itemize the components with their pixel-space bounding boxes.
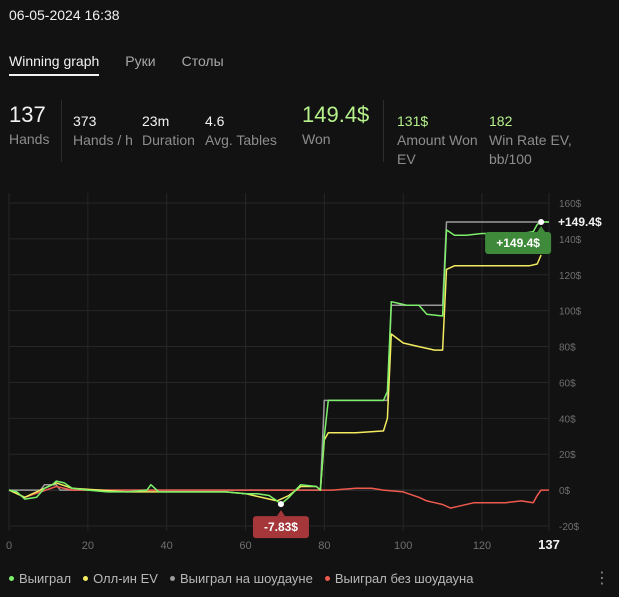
- series-line: [8, 254, 542, 502]
- y-tick-label: 140$: [559, 235, 582, 246]
- stat-amount-won-ev-label-1: Amount Won: [397, 132, 478, 148]
- stat-avg-tables: 4.6 Avg. Tables: [205, 100, 277, 150]
- stat-hands-per-hour: 373 Hands / h: [73, 100, 133, 150]
- series-line: [9, 221, 549, 491]
- y-tick-label: -20$: [559, 522, 579, 533]
- legend-item-non-showdown[interactable]: Выиграл без шоудауна: [324, 571, 474, 586]
- x-tick-label: 60: [239, 540, 251, 552]
- stat-hands-per-hour-label: Hands / h: [73, 132, 133, 148]
- stat-duration: 23m Duration: [142, 100, 195, 150]
- max-point-marker: [538, 219, 545, 226]
- tab-hands[interactable]: Руки: [125, 53, 156, 69]
- more-vertical-icon[interactable]: ⋮: [594, 570, 610, 587]
- stat-avg-tables-value: 4.6: [205, 113, 225, 129]
- stat-hands-value: 137: [9, 102, 46, 127]
- stat-win-rate-ev-label-2: bb/100: [489, 151, 532, 167]
- x-tick-label: 100: [394, 540, 412, 552]
- stat-win-rate-ev-label-1: Win Rate EV,: [489, 132, 572, 148]
- min-badge-label: -7.83$: [264, 520, 298, 534]
- end-value-label: +149.4$: [558, 215, 602, 229]
- legend-dot: [324, 576, 330, 581]
- y-tick-label: 0$: [559, 486, 571, 497]
- stat-amount-won-ev-label-2: EV: [397, 151, 416, 167]
- tab-tables[interactable]: Столы: [181, 53, 224, 69]
- max-badge-label: +149.4$: [496, 236, 540, 250]
- stat-hands-per-hour-value: 373: [73, 113, 97, 129]
- y-tick-label: 20$: [559, 450, 576, 461]
- stat-won: 149.4$ Won: [302, 100, 369, 149]
- y-tick-label: 40$: [559, 414, 576, 425]
- session-datetime: 06-05-2024 16:38: [9, 7, 120, 23]
- min-badge-pointer: [276, 510, 285, 517]
- stat-win-rate-ev: 182 Win Rate EV, bb/100: [489, 100, 572, 169]
- x-tick-label: 0: [6, 540, 12, 552]
- stat-duration-value: 23m: [142, 113, 170, 129]
- legend-dot: [83, 576, 89, 581]
- legend-label-won: Выиграл: [19, 571, 72, 586]
- winning-graph-chart[interactable]: -20$ 0$ 20$ 40$ 60$ 80$ 100$ 120$ 140$ 160$ 0 20 40 6…: [0, 185, 619, 565]
- stats-divider: [383, 100, 384, 162]
- max-badge: [485, 232, 552, 255]
- stat-hands: 137 Hands: [9, 100, 49, 149]
- stat-hands-label: Hands: [9, 131, 50, 147]
- legend-dot: [9, 576, 14, 581]
- x-tick-label: 120: [473, 540, 491, 552]
- stat-duration-label: Duration: [142, 132, 195, 148]
- legend-item-won[interactable]: Выиграл: [9, 571, 71, 586]
- tab-winning-graph[interactable]: Winning graph: [9, 53, 100, 76]
- chart-legend: Выиграл Олл-ин EV Выиграл на шоудауне Вы…: [9, 571, 485, 586]
- legend-label-non-showdown: Выиграл без шоудауна: [334, 571, 474, 586]
- stats-divider: [61, 100, 62, 162]
- x-tick-label: 40: [161, 540, 173, 552]
- stat-amount-won-ev: 131$ Amount Won EV: [397, 100, 478, 169]
- tab-bar: Winning graph Руки Столы: [9, 53, 250, 76]
- y-tick-label: 160$: [559, 199, 582, 210]
- x-tick-label: 80: [318, 540, 330, 552]
- max-badge-pointer: [537, 226, 546, 233]
- legend-dot: [169, 576, 175, 581]
- legend-label-showdown: Выиграл на шоудауне: [179, 571, 313, 586]
- stat-won-label: Won: [302, 131, 331, 147]
- min-badge: [252, 516, 309, 539]
- legend-item-allin-ev[interactable]: Олл-ин EV: [83, 571, 158, 586]
- min-point-marker: [277, 501, 284, 508]
- stat-avg-tables-label: Avg. Tables: [205, 132, 277, 148]
- stat-won-value: 149.4$: [302, 102, 370, 127]
- stats-bar: 137 Hands 373 Hands / h 23m Duration 4.6…: [0, 100, 619, 170]
- stat-win-rate-ev-value: 182: [489, 113, 513, 129]
- y-tick-label: 60$: [559, 378, 576, 389]
- series-line: [8, 485, 549, 509]
- x-tick-label: 20: [82, 540, 94, 552]
- x-end-label: 137: [538, 537, 560, 552]
- legend-label-allin-ev: Олл-ин EV: [93, 571, 158, 586]
- legend-item-showdown[interactable]: Выиграл на шоудауне: [169, 571, 313, 586]
- y-tick-label: 120$: [559, 271, 582, 282]
- stat-amount-won-ev-value: 131$: [397, 113, 429, 129]
- series-line: [8, 221, 549, 505]
- y-tick-label: 100$: [559, 307, 582, 318]
- y-tick-label: 80$: [559, 343, 576, 354]
